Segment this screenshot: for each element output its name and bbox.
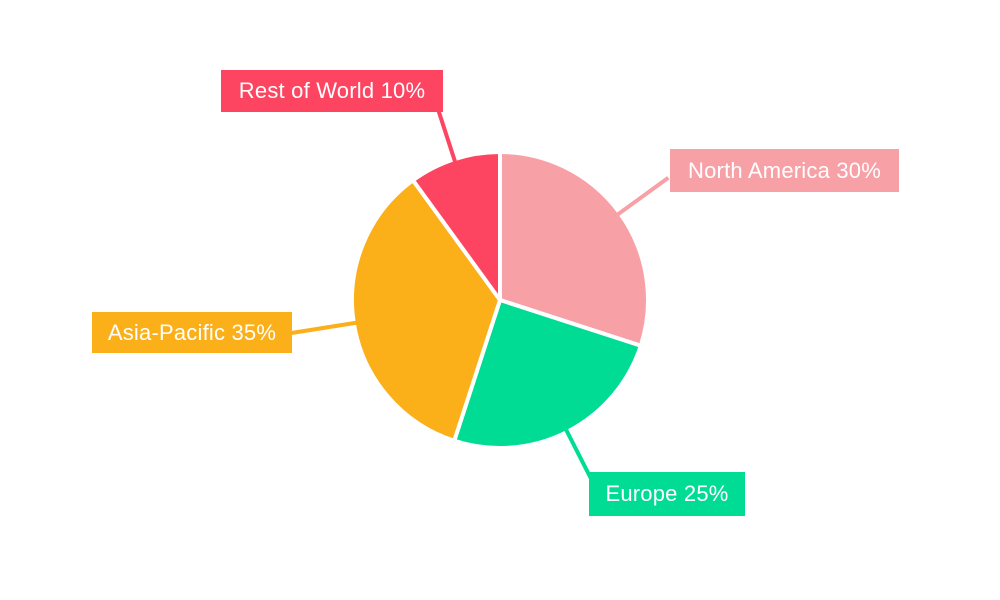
pie-label-text: Europe 25% bbox=[605, 481, 729, 506]
pie-label-text: Asia-Pacific 35% bbox=[107, 319, 277, 345]
pie-label-connector-europe bbox=[561, 423, 593, 480]
pie-label-connector-rest-of-world bbox=[436, 109, 459, 168]
pie-label-north-america: North America 30% bbox=[670, 149, 899, 192]
pie-label-text: Rest of World 10% bbox=[238, 78, 426, 103]
pie-label-asia-pacific: Asia-Pacific 35% bbox=[92, 312, 292, 353]
pie-label-rest-of-world: Rest of World 10% bbox=[221, 70, 443, 112]
pie-label-connector-north-america bbox=[612, 176, 670, 220]
pie-label-text: North America 30% bbox=[688, 157, 881, 183]
pie-label-europe: Europe 25% bbox=[589, 472, 745, 516]
pie-label-connector-asia-pacific bbox=[290, 319, 363, 336]
